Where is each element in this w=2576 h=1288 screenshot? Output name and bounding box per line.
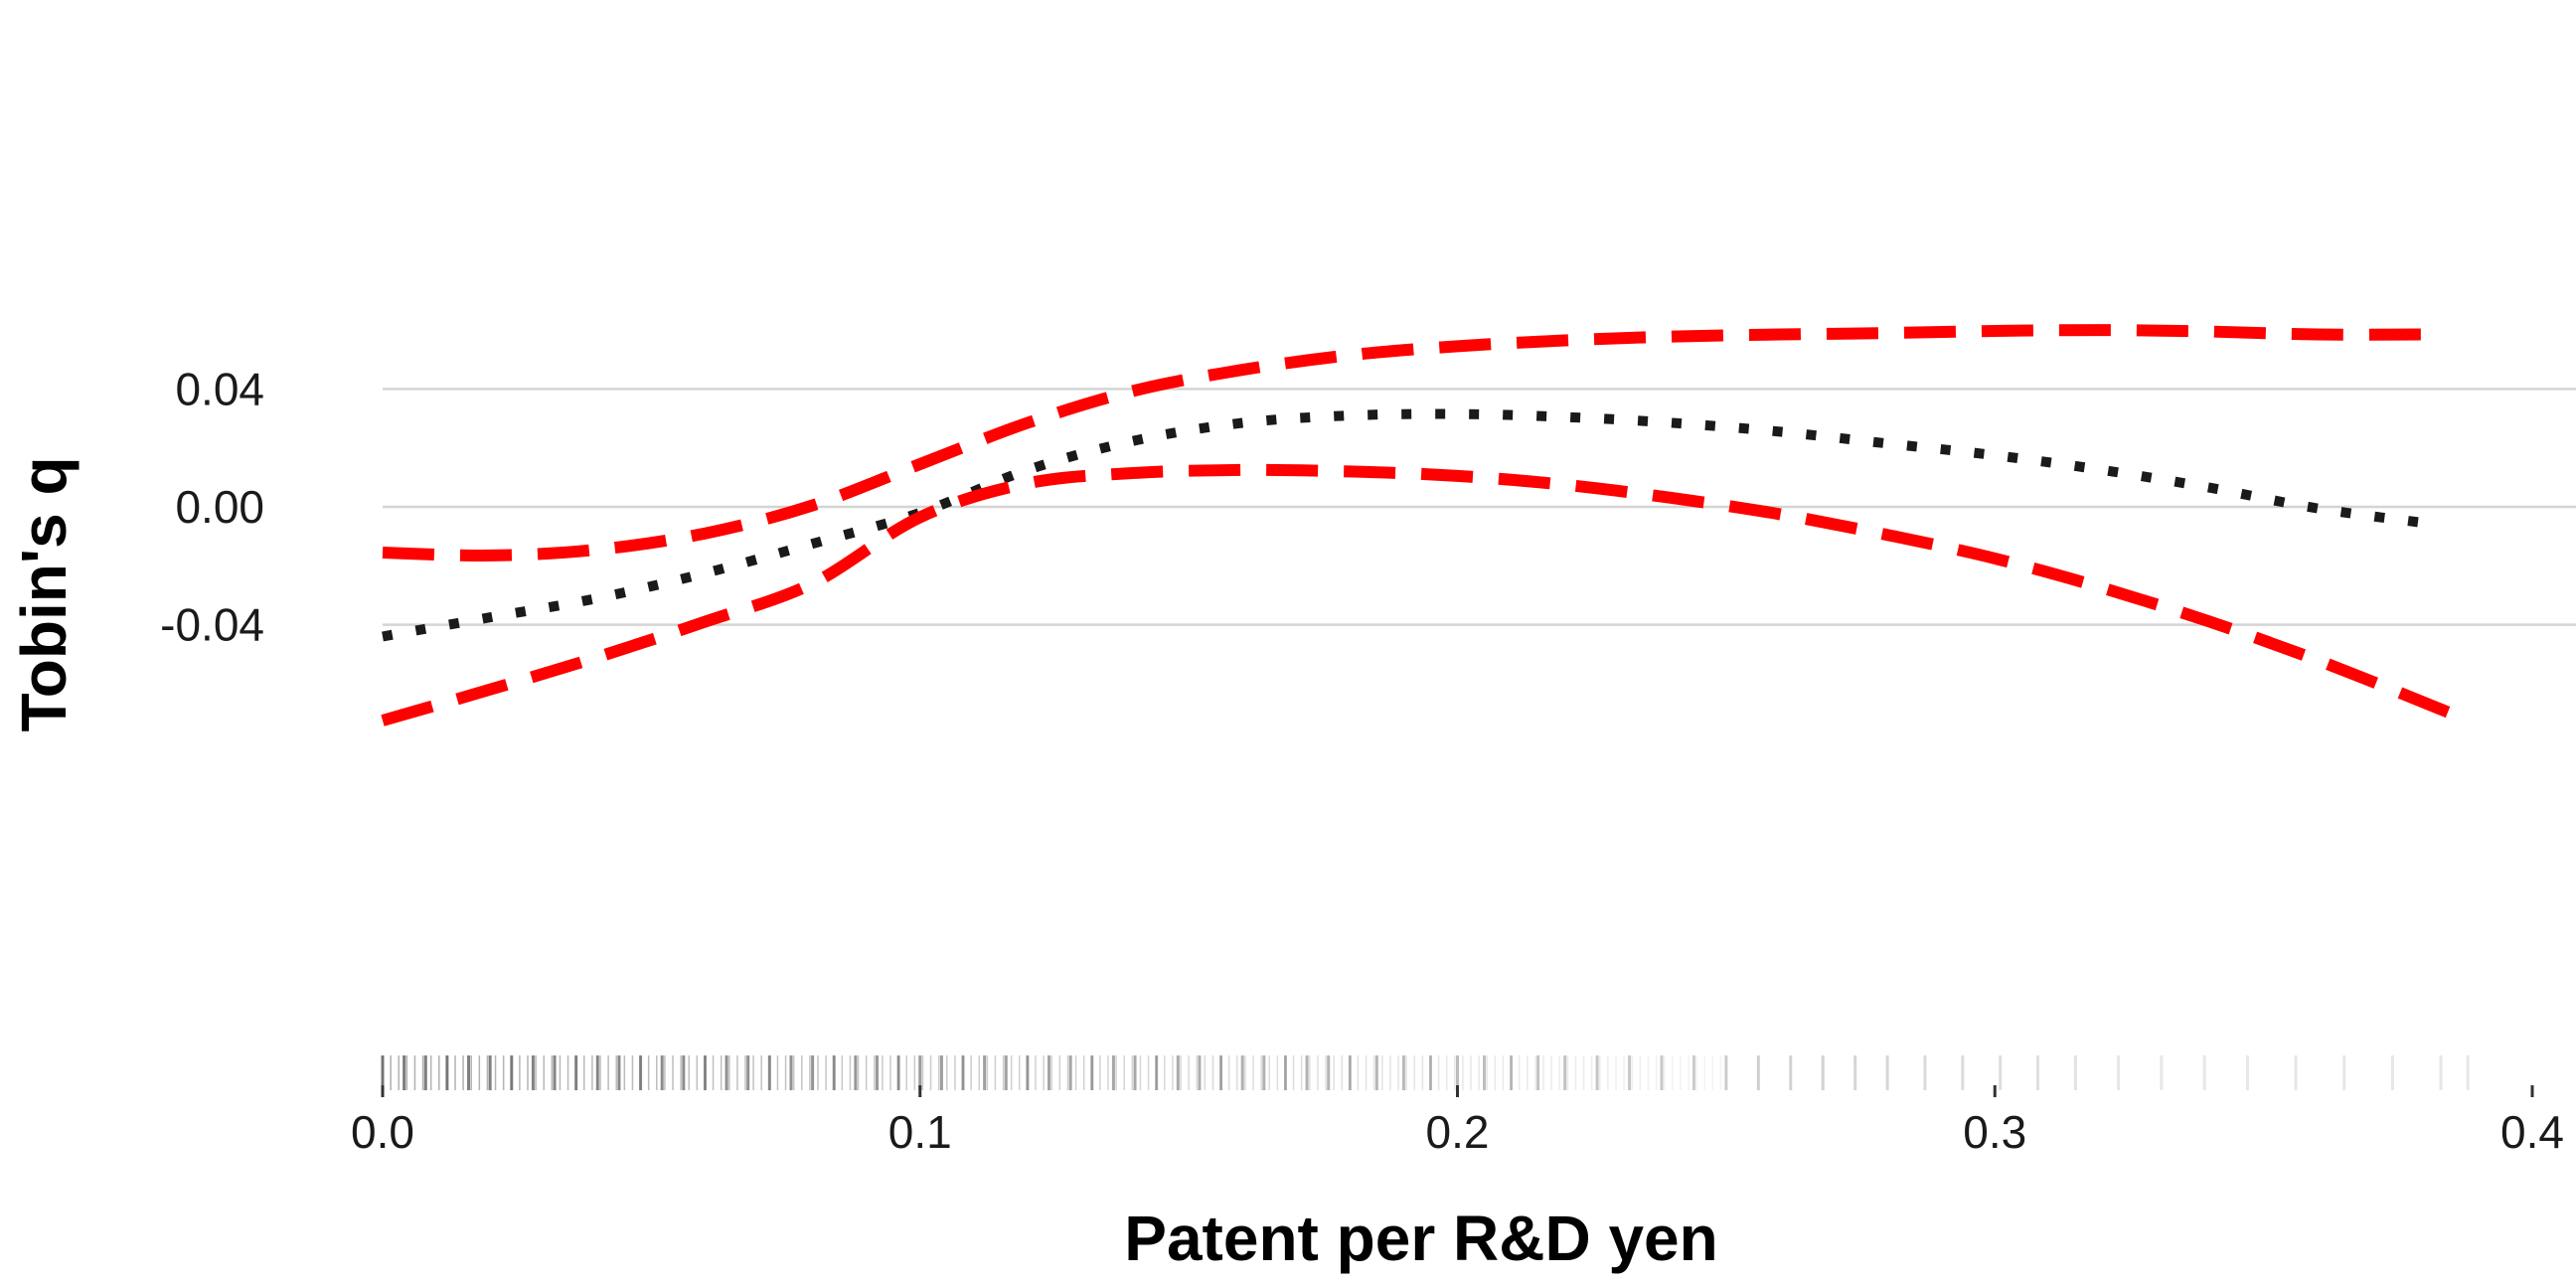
y-axis-title: Tobin's q bbox=[8, 456, 80, 731]
series-lines bbox=[381, 324, 2471, 726]
y-tick-label: 0.00 bbox=[175, 481, 264, 533]
x-tick-label: 0.3 bbox=[1963, 1106, 2026, 1158]
x-tick-label: 0.0 bbox=[351, 1106, 414, 1158]
series-estimate bbox=[382, 408, 2426, 642]
series-lower-bound bbox=[381, 463, 2471, 726]
x-axis-title: Patent per R&D yen bbox=[1124, 1203, 1717, 1274]
y-tick-label: -0.04 bbox=[160, 599, 264, 651]
rug-plot bbox=[381, 1055, 2470, 1090]
grid bbox=[383, 388, 2576, 626]
series-upper-bound bbox=[382, 324, 2425, 562]
y-tick-label: 0.04 bbox=[175, 363, 264, 414]
y-axis-ticks: -0.04 0.00 0.04 bbox=[160, 363, 264, 650]
x-tick-label: 0.2 bbox=[1426, 1106, 1490, 1158]
x-tick-label: 0.4 bbox=[2500, 1106, 2564, 1158]
x-tick-label: 0.1 bbox=[888, 1106, 952, 1158]
x-axis-ticks: 0.0 0.1 0.2 0.3 0.4 bbox=[351, 1085, 2564, 1158]
